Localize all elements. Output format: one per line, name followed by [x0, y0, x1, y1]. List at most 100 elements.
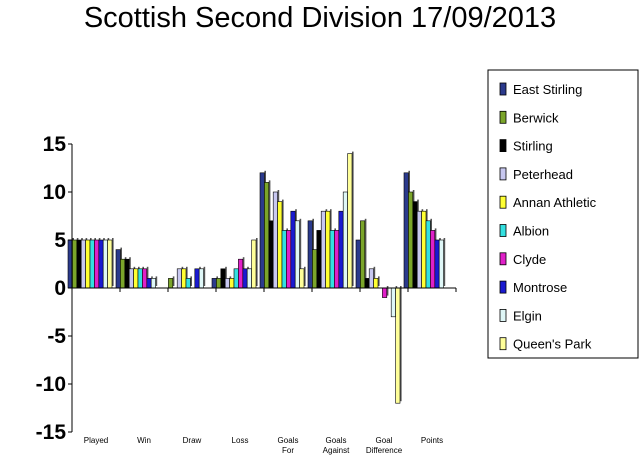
legend-swatch	[499, 224, 507, 237]
bar	[264, 182, 270, 289]
bar	[181, 268, 187, 289]
y-tick-label: 10	[43, 181, 66, 204]
bar	[425, 220, 431, 289]
legend-label: Montrose	[513, 280, 567, 295]
bar	[85, 239, 91, 289]
bar	[146, 278, 152, 289]
bar	[360, 220, 366, 289]
legend-label: Elgin	[513, 308, 542, 323]
y-tick-label: 15	[43, 133, 67, 156]
bar	[185, 278, 191, 289]
bar	[150, 278, 156, 289]
bar	[299, 268, 305, 289]
legend-swatch	[499, 82, 507, 96]
bar-shadow	[155, 276, 158, 286]
legend-swatch	[499, 280, 507, 294]
bar	[382, 287, 388, 298]
bar	[107, 239, 113, 289]
bar-shadow	[203, 266, 206, 286]
bar-shadow	[186, 266, 188, 286]
x-axis-categories: Played Win Draw Loss Goals For Goals Against Goa…	[84, 436, 443, 455]
bar	[272, 191, 278, 289]
bar	[434, 239, 440, 289]
bar	[325, 210, 331, 289]
legend-swatch	[499, 337, 507, 351]
legend-label: Peterhead	[513, 167, 573, 182]
bar	[286, 230, 292, 289]
y-tick-label: 0	[54, 277, 66, 300]
bar	[211, 278, 217, 289]
bar-shadow	[112, 238, 114, 286]
bar	[238, 258, 244, 289]
legend-swatch	[499, 139, 507, 153]
bar	[142, 268, 148, 289]
bar	[102, 239, 108, 289]
bar	[246, 268, 252, 289]
bar	[307, 220, 313, 289]
bar	[198, 268, 204, 289]
bar	[224, 278, 230, 289]
x-category-label: Draw	[183, 436, 202, 445]
x-category-label: Goals For	[278, 436, 299, 455]
legend-label: East Stirling	[513, 82, 582, 97]
bar	[390, 287, 396, 318]
y-tick-label: 5	[54, 229, 66, 252]
bar	[268, 220, 274, 289]
bar	[259, 172, 265, 289]
bar-shadow	[364, 218, 367, 286]
bar	[338, 210, 344, 289]
bar-shadow	[172, 276, 175, 286]
x-category-label: Loss	[232, 436, 249, 445]
bar	[403, 172, 409, 289]
chart-title: Scottish Second Division 17/09/2013	[83, 2, 557, 34]
bar-shadow	[352, 151, 354, 286]
bar	[281, 230, 287, 289]
bar	[316, 230, 322, 289]
bar	[251, 239, 257, 289]
x-category-label: Points	[421, 436, 443, 445]
bar	[72, 239, 78, 289]
bar	[395, 287, 401, 404]
bar	[194, 268, 200, 289]
bar	[334, 230, 340, 289]
bar	[216, 278, 222, 289]
legend-label: Stirling	[513, 139, 553, 154]
bar	[242, 268, 248, 289]
bar-shadow	[378, 276, 380, 286]
legend-label: Clyde	[513, 252, 546, 267]
x-category-label: Played	[84, 436, 108, 445]
legend-swatch	[499, 195, 507, 209]
bar-shadow	[256, 238, 258, 286]
bars	[67, 151, 446, 404]
bar	[176, 268, 182, 289]
bar	[408, 191, 414, 289]
legend-swatch	[499, 308, 507, 322]
bar	[373, 278, 379, 289]
bar-shadow	[190, 276, 192, 286]
bar	[80, 239, 86, 289]
legend-box	[487, 69, 639, 359]
bar	[342, 191, 348, 289]
bar	[76, 239, 82, 289]
bar	[277, 201, 283, 289]
bar	[133, 268, 139, 289]
bar	[115, 249, 121, 289]
bar	[124, 258, 130, 289]
bar-shadow	[386, 286, 389, 296]
bar	[98, 239, 104, 289]
legend-swatch	[499, 252, 507, 266]
y-axis-ticks: 15 10 5 0 -5 -10 -15	[36, 133, 67, 444]
bar	[320, 210, 326, 289]
bar-shadow	[304, 266, 306, 286]
bar	[290, 210, 296, 289]
bar-shadow	[400, 286, 402, 402]
legend: East Stirling Berwick Stirling Peterhead Ann…	[487, 69, 639, 359]
bar	[233, 268, 239, 289]
bar	[294, 220, 300, 289]
bar	[355, 239, 361, 289]
bar	[168, 278, 174, 289]
bar	[312, 249, 318, 289]
axes	[68, 143, 457, 433]
legend-swatch	[499, 110, 507, 124]
